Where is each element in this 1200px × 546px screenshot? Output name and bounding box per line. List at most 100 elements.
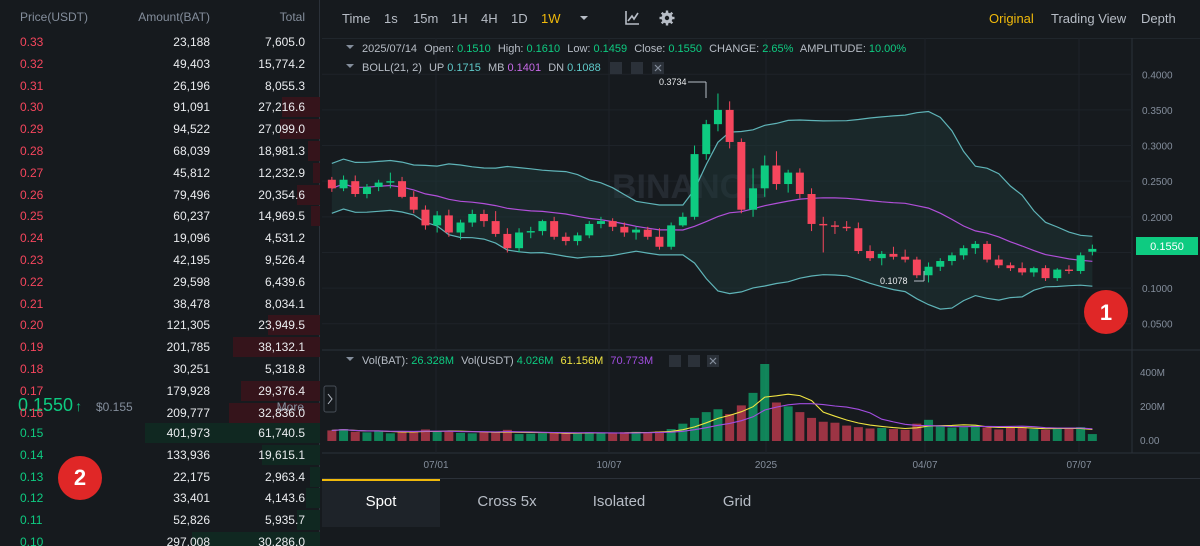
order-book: Price(USDT) Amount(BAT) Total 0.33 23,188… <box>0 0 320 546</box>
bid-amount: 297,008 <box>166 535 210 546</box>
ask-price: 0.19 <box>20 340 44 355</box>
bid-amount: 22,175 <box>173 469 210 484</box>
price-axis-label: 0.4000 <box>1142 70 1173 81</box>
ask-row[interactable]: 0.30 91,091 27,216.6 <box>0 96 320 118</box>
ask-row[interactable]: 0.25 60,237 14,969.5 <box>0 205 320 227</box>
boll-visibility-icon[interactable] <box>610 62 622 74</box>
settings-gear-icon[interactable] <box>659 10 675 26</box>
ask-row[interactable]: 0.31 26,196 8,055.3 <box>0 75 320 97</box>
ask-row[interactable]: 0.24 19,096 4,531.2 <box>0 227 320 249</box>
ask-amount: 209,777 <box>166 405 210 420</box>
ask-row[interactable]: 0.20 121,305 23,949.5 <box>0 314 320 336</box>
bid-row[interactable]: 0.14 133,936 19,615.1 <box>0 444 320 466</box>
depth-bar <box>229 402 320 423</box>
volume-bar <box>654 431 664 441</box>
ask-amount: 29,598 <box>173 274 210 289</box>
interval-1s[interactable]: 1s <box>384 11 398 26</box>
amount-column-header: Amount(BAT) <box>138 10 210 24</box>
ask-row[interactable]: 0.17 179,928 29,376.4 <box>0 380 320 402</box>
view-trading-view[interactable]: Trading View <box>1051 11 1127 26</box>
candle-body <box>1029 268 1038 273</box>
volume-bar <box>491 432 501 441</box>
ask-row[interactable]: 0.23 42,195 9,526.4 <box>0 249 320 271</box>
svg-text:BOLL(21, 2) UP0.1715: BOLL(21, 2) UP 0.1715 MB 0.1401 DN 0.1088 <box>362 62 601 74</box>
bid-row[interactable]: 0.10 297,008 30,286.0 <box>0 531 320 546</box>
collapse-volume-icon[interactable] <box>346 357 354 361</box>
bid-row[interactable]: 0.15 401,973 61,740.5 <box>0 422 320 444</box>
bid-row[interactable]: 0.13 22,175 2,963.4 <box>0 466 320 488</box>
time-button[interactable]: Time <box>342 11 371 26</box>
volume-bar <box>947 427 957 441</box>
ask-row[interactable]: 0.22 29,598 6,439.6 <box>0 271 320 293</box>
boll-settings-icon[interactable] <box>631 62 643 74</box>
volume-bar <box>619 432 629 441</box>
ask-amount: 42,195 <box>173 253 210 267</box>
volume-bar <box>608 432 618 441</box>
volume-bar <box>385 433 395 441</box>
price-chart[interactable]: BINANCE 0.40000.35000.30000.25000.20000.… <box>322 38 1200 478</box>
candle-body <box>947 255 956 262</box>
ask-total: 8,034.1 <box>264 296 305 311</box>
ask-row[interactable]: 0.32 49,403 15,774.2 <box>0 53 320 75</box>
ask-row[interactable]: 0.29 94,522 27,099.0 <box>0 118 320 140</box>
volume-bar <box>456 432 466 441</box>
price-axis-label: 0.2000 <box>1142 213 1173 224</box>
volume-bar <box>549 432 559 441</box>
last-price-row[interactable]: 0.1550 ↑ $0.155 More <box>0 392 320 424</box>
volume-bar <box>736 405 746 441</box>
svg-text:Vol(BAT):26.328M Vol(U: Vol(BAT): 26.328M Vol(USDT) 4.026M 61.156M… <box>362 355 653 367</box>
interval-1h[interactable]: 1H <box>451 11 468 26</box>
volume-bar <box>1076 427 1086 441</box>
more-link[interactable]: More <box>276 400 304 414</box>
ask-amount: 23,188 <box>173 35 210 49</box>
volume-bar <box>771 402 781 441</box>
ask-row[interactable]: 0.28 68,039 18,981.3 <box>0 140 320 162</box>
volume-bar <box>643 432 653 441</box>
ask-row[interactable]: 0.21 38,478 8,034.1 <box>0 293 320 315</box>
bid-amount: 133,936 <box>166 447 210 462</box>
collapse-legend-icon[interactable] <box>346 45 354 49</box>
tab-isolated[interactable]: Isolated <box>592 493 646 510</box>
ask-total: 15,774.2 <box>258 56 305 71</box>
candle-body <box>959 248 968 256</box>
view-original[interactable]: Original <box>989 11 1034 26</box>
depth-bar <box>309 466 320 487</box>
interval-1w[interactable]: 1W <box>541 11 561 26</box>
candle-body <box>1064 269 1073 271</box>
volume-bar <box>888 429 898 441</box>
ask-row[interactable]: 0.16 209,777 32,836.0 <box>0 402 320 424</box>
ask-row[interactable]: 0.27 45,812 12,232.9 <box>0 162 320 184</box>
candle-body <box>538 221 547 232</box>
ask-row[interactable]: 0.19 201,785 38,132.1 <box>0 336 320 358</box>
view-depth[interactable]: Depth <box>1141 11 1176 26</box>
ask-amount: 60,237 <box>173 209 210 224</box>
bid-row[interactable]: 0.11 52,826 5,935.7 <box>0 509 320 531</box>
ask-row[interactable]: 0.26 79,496 20,354.6 <box>0 184 320 206</box>
collapse-boll-icon[interactable] <box>346 64 354 68</box>
ask-total: 38,132.1 <box>258 340 305 355</box>
volume-visibility-icon[interactable] <box>669 355 681 367</box>
expand-panel-handle[interactable] <box>323 385 337 413</box>
interval-1d[interactable]: 1D <box>511 11 528 26</box>
volume-settings-icon[interactable] <box>688 355 700 367</box>
tab-cross-5x[interactable]: Cross 5x <box>477 493 537 510</box>
ask-row[interactable]: 0.18 30,251 5,318.8 <box>0 358 320 380</box>
candle-body <box>819 223 828 226</box>
candle-body <box>479 213 488 222</box>
candle-body <box>339 179 348 189</box>
interval-15m[interactable]: 15m <box>413 11 439 26</box>
candle-body <box>866 251 875 259</box>
interval-4h[interactable]: 4H <box>481 11 498 26</box>
volume-axis-label: 200M <box>1140 402 1165 413</box>
boll-lower-line <box>331 208 1093 310</box>
volume-bar <box>853 427 863 441</box>
bid-total: 30,286.0 <box>258 535 305 546</box>
chevron-down-icon[interactable] <box>579 13 589 23</box>
ask-total: 20,354.6 <box>258 187 305 202</box>
tab-grid[interactable]: Grid <box>722 493 752 510</box>
tab-spot[interactable]: Spot <box>365 493 397 510</box>
bid-row[interactable]: 0.12 33,401 4,143.6 <box>0 487 320 509</box>
indicator-icon[interactable] <box>624 10 640 26</box>
candle-body <box>713 109 722 125</box>
ask-row[interactable]: 0.33 23,188 7,605.0 <box>0 31 320 53</box>
